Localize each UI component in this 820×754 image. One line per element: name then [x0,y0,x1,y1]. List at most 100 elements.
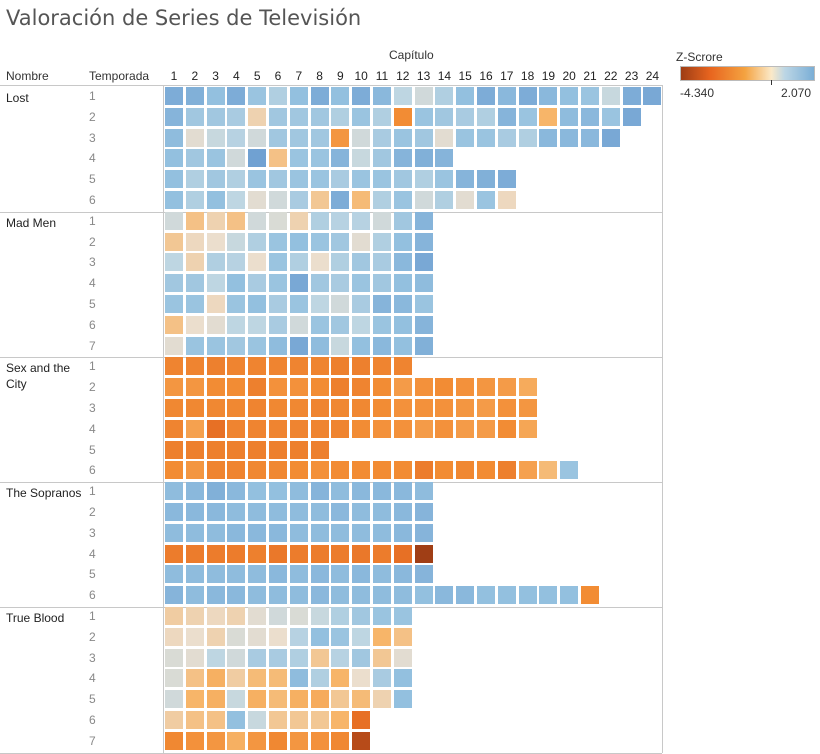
heatmap-cell[interactable] [206,357,225,376]
heatmap-cell[interactable] [373,378,391,397]
heatmap-cell[interactable] [206,315,225,334]
heatmap-cell[interactable] [497,191,516,209]
heatmap-cell[interactable] [393,170,412,189]
heatmap-cell[interactable] [456,378,475,397]
heatmap-cell[interactable] [289,419,308,438]
heatmap-cell[interactable] [227,107,246,126]
heatmap-cell[interactable] [331,295,350,313]
heatmap-cell[interactable] [248,607,267,625]
heatmap-cell[interactable] [331,170,350,189]
heatmap-cell[interactable] [227,191,246,209]
heatmap-cell[interactable] [227,232,246,251]
heatmap-cell[interactable] [248,731,267,750]
heatmap-cell[interactable] [373,419,391,438]
heatmap-cell[interactable] [393,87,412,105]
heatmap-cell[interactable] [206,336,225,355]
heatmap-cell[interactable] [497,419,516,438]
heatmap-cell[interactable] [227,648,246,667]
heatmap-cell[interactable] [331,544,350,563]
heatmap-cell[interactable] [310,149,329,168]
heatmap-cell[interactable] [497,107,516,126]
heatmap-cell[interactable] [289,461,308,480]
heatmap-cell[interactable] [185,149,204,168]
heatmap-cell[interactable] [435,586,454,605]
heatmap-cell[interactable] [206,544,225,563]
heatmap-cell[interactable] [560,107,579,126]
heatmap-cell[interactable] [206,170,225,189]
heatmap-cell[interactable] [269,648,287,667]
heatmap-cell[interactable] [331,731,350,750]
heatmap-cell[interactable] [185,419,204,438]
heatmap-cell[interactable] [248,523,267,542]
heatmap-cell[interactable] [393,295,412,313]
heatmap-cell[interactable] [165,607,183,625]
heatmap-cell[interactable] [373,690,391,709]
heatmap-cell[interactable] [269,419,287,438]
heatmap-cell[interactable] [185,565,204,584]
heatmap-cell[interactable] [206,149,225,168]
heatmap-cell[interactable] [206,232,225,251]
heatmap-cell[interactable] [185,690,204,709]
heatmap-cell[interactable] [165,107,183,126]
heatmap-cell[interactable] [310,336,329,355]
heatmap-cell[interactable] [206,378,225,397]
heatmap-cell[interactable] [206,690,225,709]
heatmap-cell[interactable] [248,565,267,584]
heatmap-cell[interactable] [331,274,350,293]
heatmap-cell[interactable] [165,565,183,584]
heatmap-cell[interactable] [414,336,433,355]
heatmap-cell[interactable] [248,191,267,209]
heatmap-cell[interactable] [393,607,412,625]
heatmap-cell[interactable] [289,544,308,563]
heatmap-cell[interactable] [289,170,308,189]
heatmap-cell[interactable] [227,690,246,709]
heatmap-cell[interactable] [185,627,204,646]
heatmap-cell[interactable] [185,336,204,355]
heatmap-cell[interactable] [165,295,183,313]
heatmap-cell[interactable] [352,565,371,584]
heatmap-cell[interactable] [289,191,308,209]
heatmap-cell[interactable] [289,440,308,459]
heatmap-cell[interactable] [248,128,267,147]
heatmap-cell[interactable] [373,87,391,105]
heatmap-cell[interactable] [352,378,371,397]
heatmap-cell[interactable] [269,232,287,251]
heatmap-cell[interactable] [393,669,412,688]
heatmap-cell[interactable] [165,440,183,459]
heatmap-cell[interactable] [352,669,371,688]
heatmap-cell[interactable] [227,711,246,729]
heatmap-cell[interactable] [373,482,391,501]
heatmap-cell[interactable] [227,274,246,293]
heatmap-cell[interactable] [227,253,246,272]
heatmap-cell[interactable] [185,378,204,397]
heatmap-cell[interactable] [477,586,495,605]
heatmap-cell[interactable] [456,461,475,480]
heatmap-cell[interactable] [352,87,371,105]
heatmap-cell[interactable] [331,627,350,646]
heatmap-cell[interactable] [373,399,391,417]
heatmap-cell[interactable] [269,731,287,750]
heatmap-cell[interactable] [165,87,183,105]
heatmap-cell[interactable] [227,87,246,105]
heatmap-cell[interactable] [165,690,183,709]
heatmap-cell[interactable] [206,711,225,729]
heatmap-cell[interactable] [539,87,558,105]
heatmap-cell[interactable] [414,419,433,438]
heatmap-cell[interactable] [414,565,433,584]
heatmap-cell[interactable] [165,274,183,293]
heatmap-cell[interactable] [393,149,412,168]
heatmap-cell[interactable] [248,544,267,563]
heatmap-cell[interactable] [622,107,641,126]
heatmap-cell[interactable] [310,211,329,230]
heatmap-cell[interactable] [352,274,371,293]
heatmap-cell[interactable] [165,648,183,667]
heatmap-cell[interactable] [248,170,267,189]
heatmap-cell[interactable] [414,170,433,189]
heatmap-cell[interactable] [518,107,537,126]
heatmap-cell[interactable] [289,149,308,168]
heatmap-cell[interactable] [497,170,516,189]
heatmap-cell[interactable] [206,295,225,313]
heatmap-cell[interactable] [185,315,204,334]
heatmap-cell[interactable] [539,128,558,147]
heatmap-cell[interactable] [331,107,350,126]
